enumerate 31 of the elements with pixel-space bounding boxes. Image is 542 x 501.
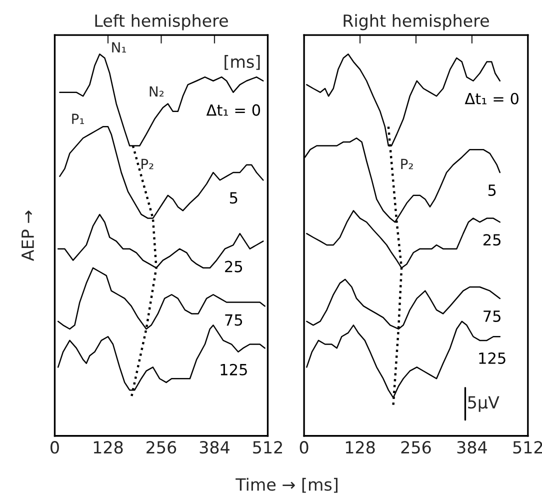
- series-label: 5: [488, 184, 496, 196]
- annotation: N₂: [150, 86, 164, 97]
- series-label: 125: [220, 364, 247, 376]
- chart-title: Right hemisphere: [344, 14, 489, 30]
- x-tick-label: 0: [300, 441, 308, 454]
- annotation: P₁: [72, 114, 84, 124]
- series-label: 75: [225, 314, 242, 326]
- x-tick-label: 256: [146, 441, 176, 454]
- series-label: 25: [225, 260, 242, 272]
- x-axis-title: Time → [ms]: [236, 478, 338, 493]
- chart-title: Left hemisphere: [95, 14, 228, 30]
- annotation: [ms]: [224, 55, 260, 70]
- annotation: P₂: [142, 158, 154, 170]
- x-tick-label: 512: [513, 441, 542, 454]
- y-axis-title: AEP →: [22, 210, 34, 261]
- annotation: N₁: [112, 42, 126, 52]
- x-tick-label: 512: [253, 441, 282, 454]
- series-label: Δt₁ = 0: [206, 104, 260, 116]
- series-label: 5: [230, 192, 238, 204]
- series-label: 75: [484, 310, 500, 322]
- annotation: P₂: [401, 158, 413, 170]
- series-label: Δt₁ = 0: [464, 92, 518, 104]
- x-tick-label: 384: [457, 441, 487, 454]
- series-label: 25: [483, 234, 500, 246]
- annotation: 5µV: [468, 396, 500, 412]
- x-tick-label: 128: [94, 441, 123, 454]
- x-tick-label: 128: [346, 441, 375, 454]
- series-label: 125: [479, 352, 506, 364]
- x-tick-label: 384: [200, 441, 230, 454]
- x-tick-label: 0: [50, 441, 59, 454]
- x-tick-label: 256: [401, 441, 431, 454]
